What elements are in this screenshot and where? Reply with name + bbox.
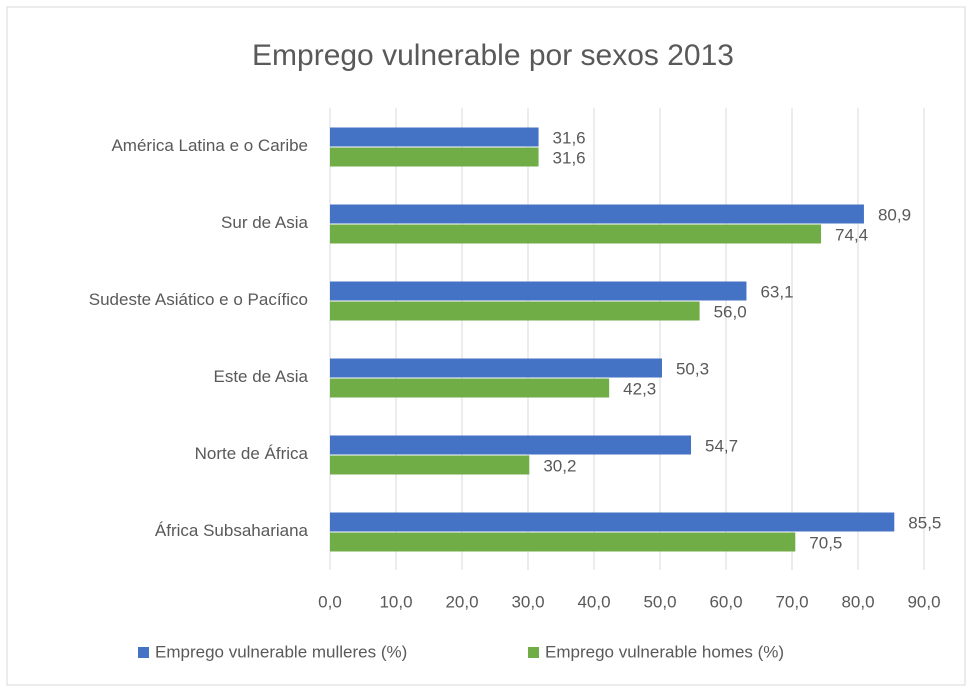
data-label: 50,3	[676, 359, 709, 378]
chart-title: Emprego vulnerable por sexos 2013	[252, 39, 734, 72]
y-tick-label: Este de Asia	[213, 367, 308, 386]
x-tick-label: 80,0	[841, 592, 874, 611]
y-tick-label: Sudeste Asiático e o Pacífico	[89, 290, 308, 309]
bar	[330, 127, 539, 147]
x-tick-label: 30,0	[511, 592, 544, 611]
bar	[330, 301, 700, 321]
x-tick-label: 90,0	[907, 592, 940, 611]
bar	[330, 358, 662, 378]
y-tick-label: Norte de África	[195, 444, 309, 463]
chart-border	[6, 6, 966, 686]
legend-label: Emprego vulnerable mulleres (%)	[155, 642, 407, 661]
y-tick-label: Sur de Asia	[221, 213, 308, 232]
x-tick-label: 10,0	[379, 592, 412, 611]
bar	[330, 512, 895, 532]
bar	[330, 378, 610, 398]
legend-swatch	[528, 647, 539, 658]
bar	[330, 532, 796, 552]
bar	[330, 147, 539, 167]
legend-label: Emprego vulnerable homes (%)	[545, 642, 784, 661]
data-label: 31,6	[553, 128, 586, 147]
x-tick-label: 60,0	[709, 592, 742, 611]
bar	[330, 204, 864, 224]
data-label: 42,3	[623, 379, 656, 398]
bar	[330, 455, 530, 475]
data-label: 54,7	[705, 436, 738, 455]
y-tick-label: América Latina e o Caribe	[111, 136, 308, 155]
x-tick-label: 70,0	[775, 592, 808, 611]
legend-swatch	[138, 647, 149, 658]
data-label: 74,4	[835, 225, 868, 244]
data-label: 80,9	[878, 205, 911, 224]
bar	[330, 224, 822, 244]
data-label: 63,1	[760, 282, 793, 301]
bar	[330, 281, 747, 301]
y-tick-label: África Subsahariana	[155, 521, 309, 540]
data-label: 70,5	[809, 533, 842, 552]
x-tick-label: 20,0	[445, 592, 478, 611]
x-tick-label: 0,0	[318, 592, 342, 611]
x-tick-label: 50,0	[643, 592, 676, 611]
data-label: 31,6	[553, 148, 586, 167]
data-label: 85,5	[908, 513, 941, 532]
x-tick-label: 40,0	[577, 592, 610, 611]
bar	[330, 435, 692, 455]
data-label: 30,2	[543, 456, 576, 475]
data-label: 56,0	[714, 302, 747, 321]
